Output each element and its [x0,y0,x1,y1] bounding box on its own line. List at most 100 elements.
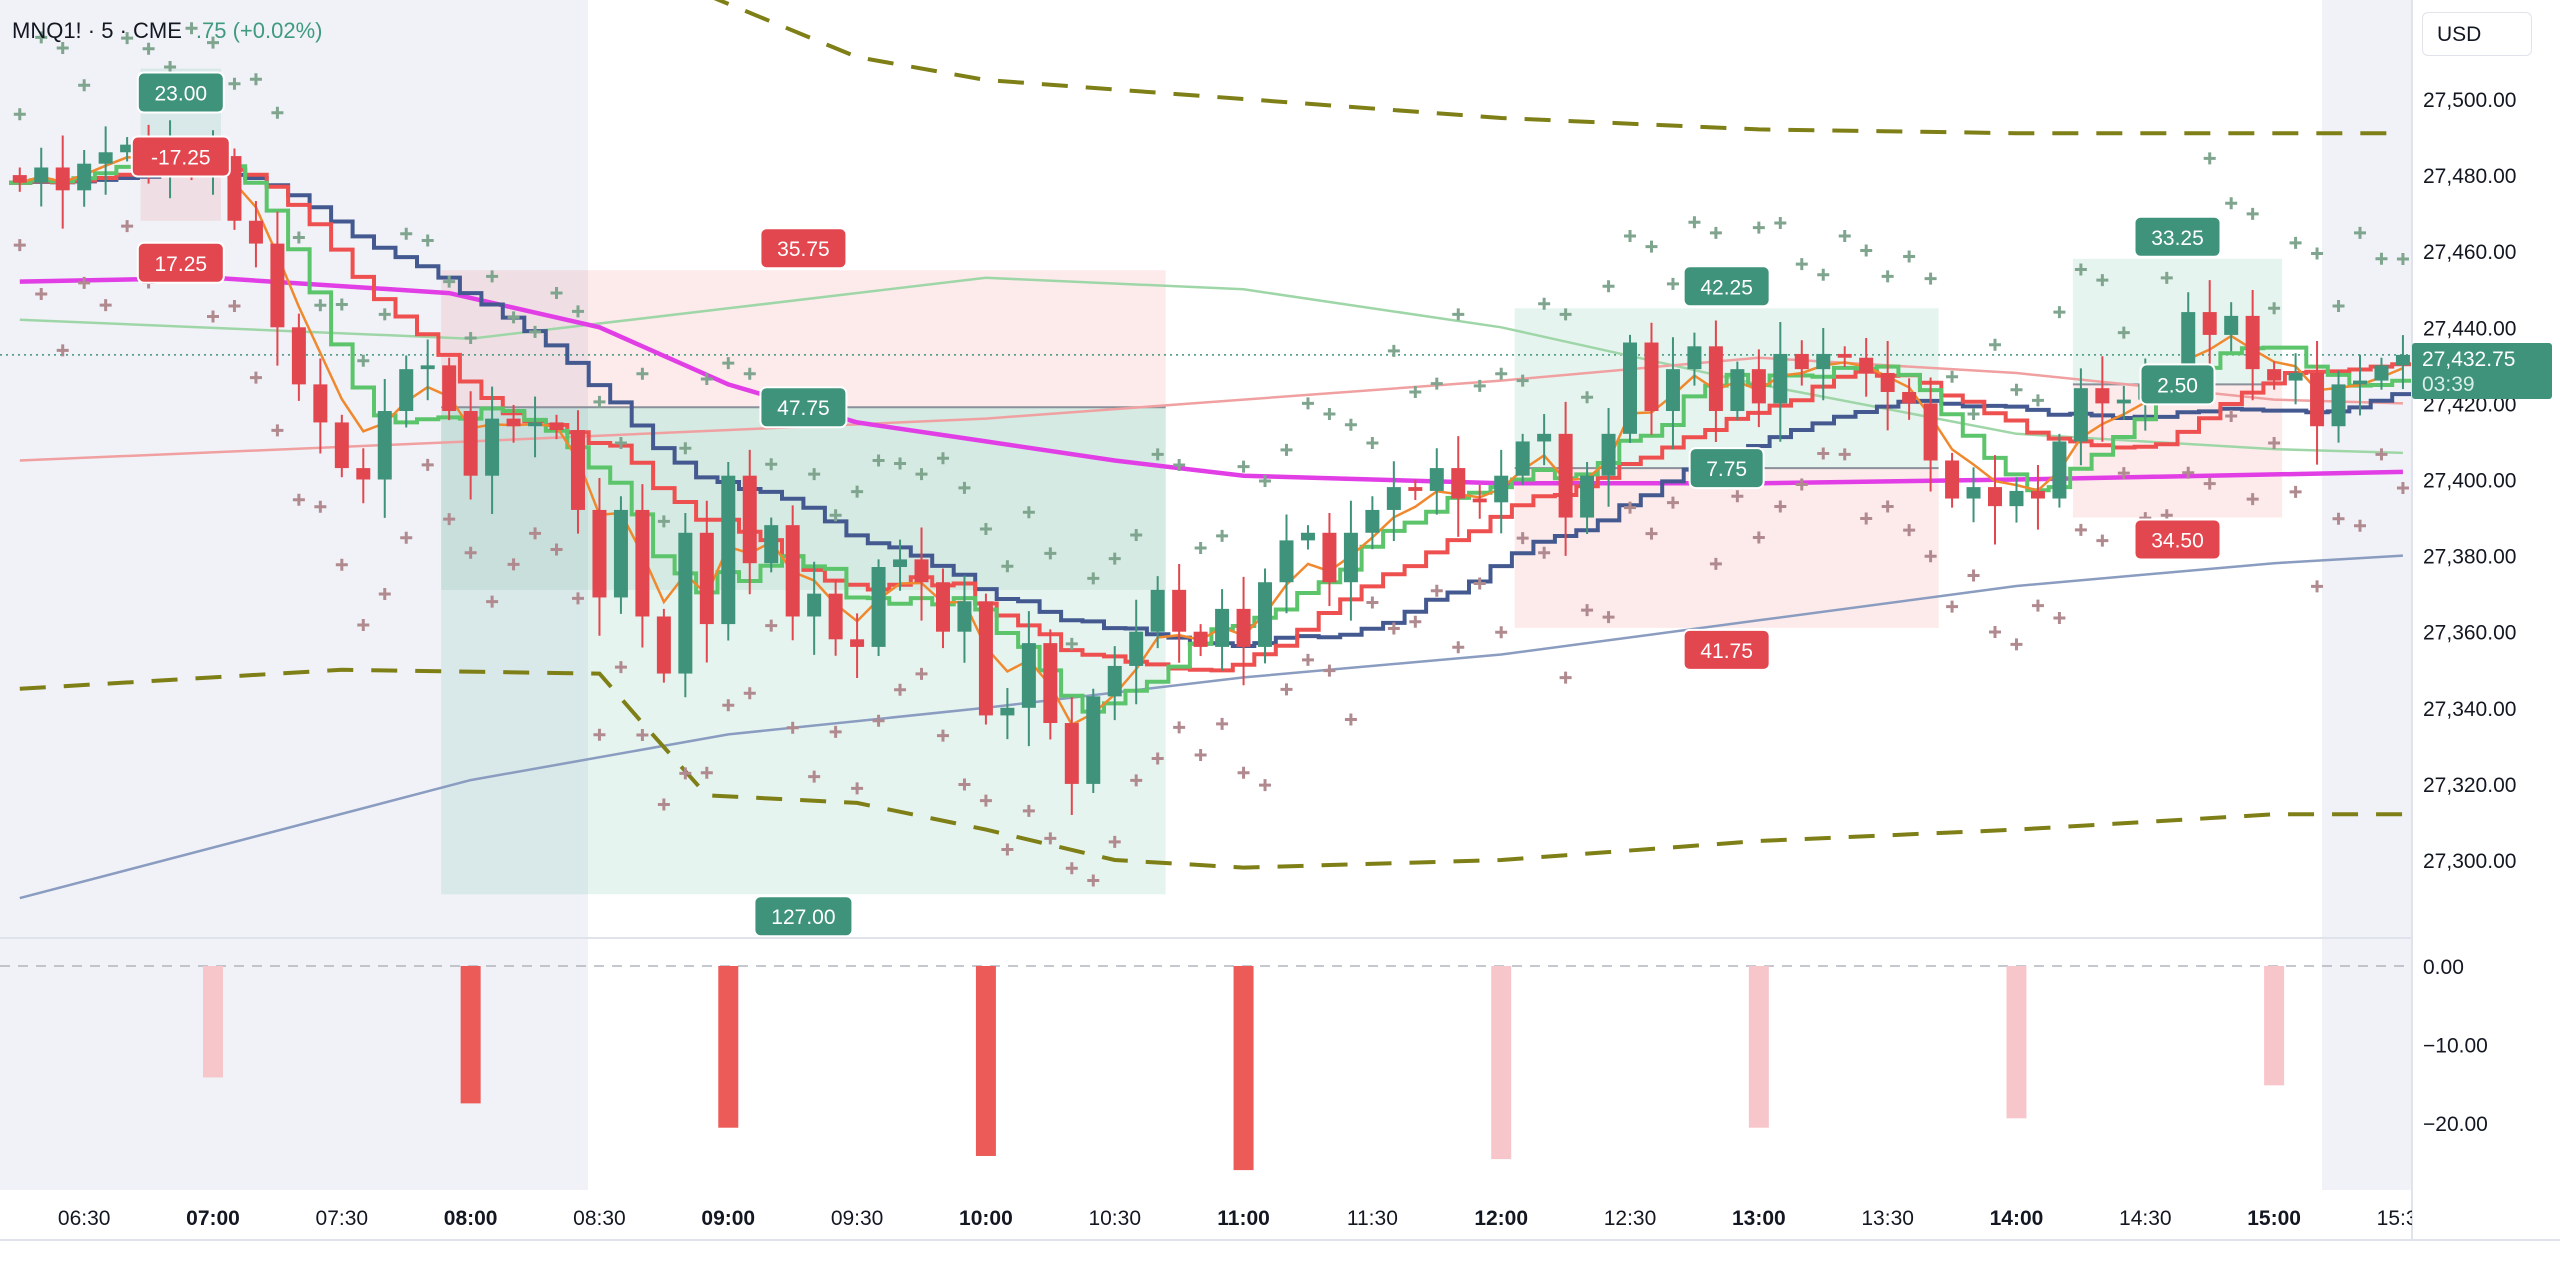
cross-above [851,485,864,498]
cross-below [35,287,48,300]
position-tool[interactable] [441,270,1166,895]
candle [270,211,285,366]
cross-above [958,481,971,494]
cross-above [2396,253,2409,265]
time-axis[interactable]: 06:30 07:00 07:30 08:00 08:30 09:00 09:30 10:00… [58,1207,2429,1230]
last-price-badge [2412,343,2552,399]
label-badge [753,895,854,938]
cross-above [1409,385,1422,398]
candle [463,391,478,500]
candle-body [613,509,628,598]
cross-below [765,619,778,632]
candle [1665,337,1680,450]
time-tick-label: 10:00 [959,1207,1013,1230]
cross-above [271,106,284,119]
cross-above [1344,418,1357,431]
step-mid-line [9,164,2414,673]
candle [957,575,972,663]
candle-body [1945,460,1960,499]
position-tools[interactable] [140,68,2283,895]
cross-above [743,367,756,380]
candle-body [1515,441,1530,476]
candle [935,568,950,649]
cross-above [1087,572,1100,585]
cross-below [1967,569,1980,582]
cross-below [56,344,69,357]
cross-above [1237,460,1250,473]
cross-below [894,683,907,696]
candle [2395,335,2410,390]
currency-button[interactable]: USD [2422,12,2532,56]
cross-below [1065,862,1078,875]
label-text: 17.25 [155,253,208,276]
candle [1279,514,1294,614]
cross-below [1022,804,1035,817]
cross-below [207,310,219,323]
time-tick-label: 13:30 [1861,1207,1914,1230]
position-label-target: 127.00 [753,895,854,938]
cross-below [1817,447,1830,460]
candle-body [656,616,671,674]
symbol-title: MNQ1! · 5 · CME [12,18,182,43]
candle-body [2374,365,2389,381]
cross-above [1752,221,1765,234]
candle [1644,322,1659,435]
cross-above [1624,229,1637,242]
candle [764,517,779,573]
time-tick-label: 14:00 [1990,1207,2044,1230]
cross-below [1666,496,1679,509]
cross-below [1495,626,1508,639]
cross-above [829,509,842,522]
cross-below [421,458,434,471]
time-tick-label: 08:30 [573,1207,626,1230]
cross-above [507,311,520,324]
candle [2331,370,2346,443]
candle-body [1708,346,1723,412]
symbol-legend[interactable]: MNQ1! · 5 · CME .75 (+0.02%) [12,18,322,44]
candle [2116,385,2131,420]
histogram-bar [975,966,996,1156]
candle [1322,512,1337,606]
candle-body [1386,487,1401,510]
label-text: 7.75 [1706,458,1747,481]
cross-below [679,767,692,780]
ma-blue-line [19,554,2403,900]
cross-above [228,77,241,90]
time-tick-label: 11:00 [1217,1207,1270,1230]
candle [1365,496,1380,550]
time-tick-label: 14:30 [2119,1207,2172,1230]
cross-below [335,558,348,571]
label-text: 47.75 [777,397,830,420]
position-label-entry: 7.75 [1688,447,1765,490]
cross-below [2332,512,2345,525]
candle [356,448,371,504]
cross-above [2289,236,2302,249]
candle-body [549,422,564,431]
cross-below [2096,534,2109,547]
candle [377,379,392,518]
cross-below [1194,748,1207,761]
candle [1794,340,1809,386]
price-axis[interactable]: 27,500.00 27,480.00 27,460.00 27,440.00 27,4… [2423,89,2516,1136]
cross-above [1538,297,1551,310]
stop-zone[interactable] [2072,384,2283,518]
cross-above [2074,263,2087,276]
cross-above [1001,560,1014,573]
label-badge [759,386,848,429]
price-change: .75 (+0.02%) [195,18,323,43]
cross-below [786,721,799,734]
candle-body [1837,353,1852,358]
position-label-stop: 35.75 [759,227,848,270]
cross-below [1795,478,1808,491]
cross-below [958,778,971,791]
cross-below [636,729,649,742]
target-zone[interactable] [1514,308,1939,469]
cross-below [2354,519,2366,532]
candle-body [1365,509,1380,533]
candle-body [570,430,585,510]
candle-body [1687,346,1702,370]
cross-below [829,725,842,738]
candle-body [1172,589,1187,632]
cross-above [1044,547,1057,560]
